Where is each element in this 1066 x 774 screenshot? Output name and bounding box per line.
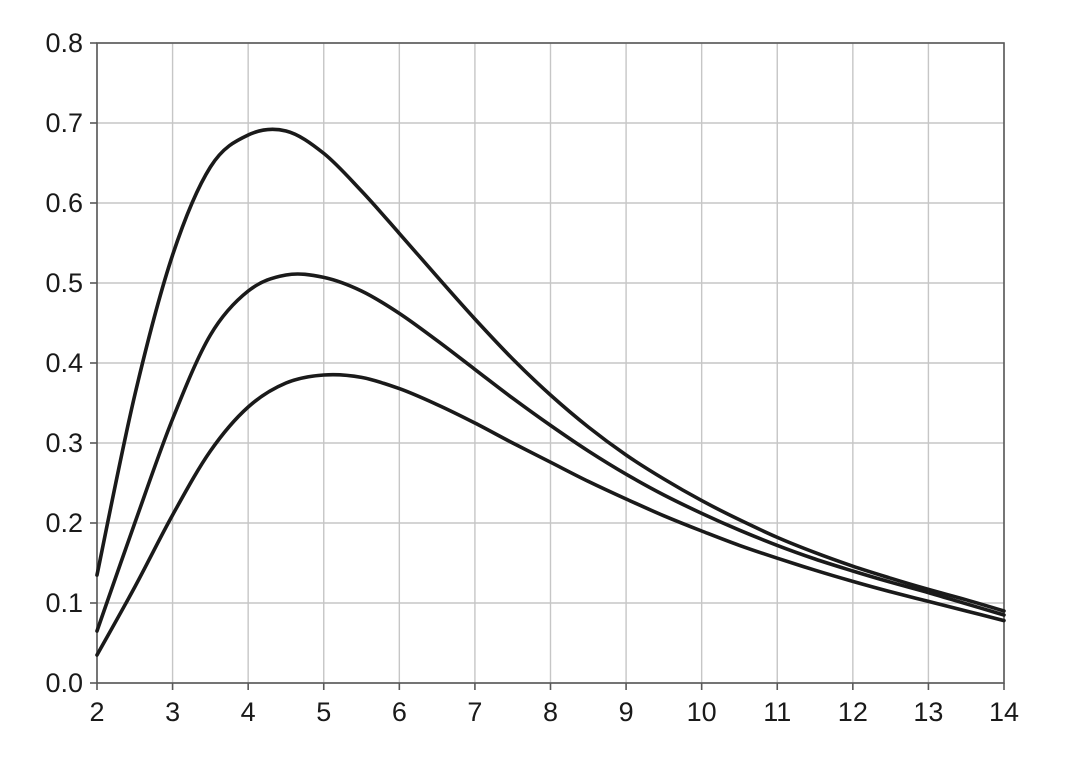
x-tick-label: 8 [543, 697, 558, 727]
x-tick-label: 2 [89, 697, 104, 727]
y-tick-label: 0.4 [45, 348, 83, 378]
x-tick-label: 14 [989, 697, 1019, 727]
x-tick-label: 11 [763, 697, 791, 727]
x-tick-label: 13 [913, 697, 943, 727]
x-tick-label: 7 [467, 697, 482, 727]
y-tick-label: 0.5 [45, 268, 83, 298]
x-tick-label: 6 [392, 697, 407, 727]
y-tick-label: 0.6 [45, 188, 83, 218]
x-tick-label: 12 [838, 697, 868, 727]
x-tick-label: 4 [241, 697, 256, 727]
y-tick-label: 0.3 [45, 428, 83, 458]
y-tick-label: 0.1 [45, 588, 83, 618]
x-tick-label: 3 [165, 697, 180, 727]
y-tick-label: 0.0 [45, 668, 83, 698]
y-tick-label: 0.8 [45, 28, 83, 58]
y-tick-label: 0.7 [45, 108, 83, 138]
series-path-lower-curve [95, 372, 1006, 657]
series-path-upper-curve [95, 127, 1006, 613]
x-tick-label: 5 [316, 697, 331, 727]
y-tick-label: 0.2 [45, 508, 83, 538]
series-path-middle-curve [95, 272, 1006, 633]
x-tick-label: 10 [687, 697, 717, 727]
x-tick-label: 9 [619, 697, 634, 727]
